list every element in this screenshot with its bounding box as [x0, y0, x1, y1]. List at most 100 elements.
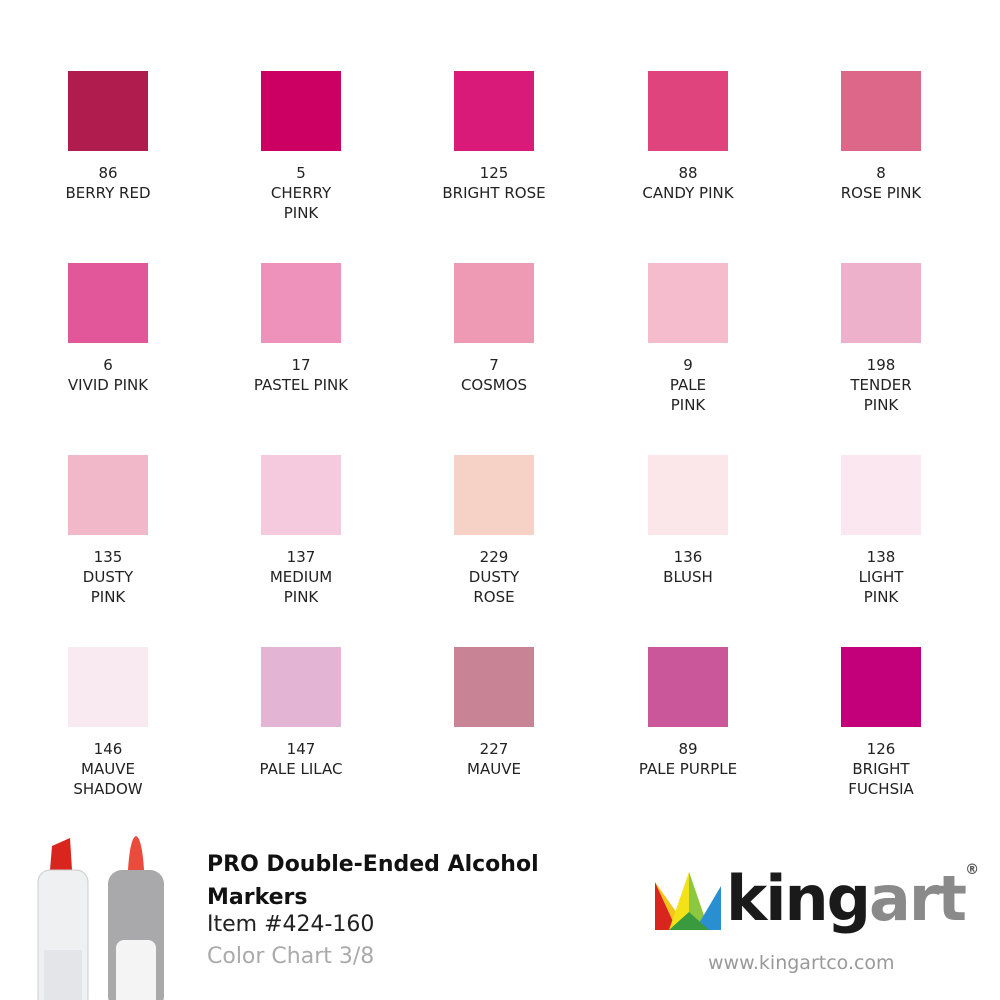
logo: kingart® — [726, 862, 979, 935]
color-number: 86 — [98, 164, 118, 182]
color-name: MAUVE — [467, 760, 521, 778]
color-swatch — [454, 455, 534, 535]
logo-mark: ® — [965, 862, 979, 878]
color-name: PALE PURPLE — [638, 760, 738, 778]
swatch-label: 227 MAUVE — [409, 739, 579, 779]
swatch-label: 89 PALE PURPLE — [603, 739, 773, 779]
markers-illustration — [37, 836, 164, 1000]
color-number: 126 — [866, 740, 896, 758]
swatch-label: 146 MAUVE SHADOW — [23, 739, 193, 799]
color-number: 146 — [93, 740, 123, 758]
color-number: 198 — [866, 356, 896, 374]
swatch-label: 86 BERRY RED — [23, 163, 193, 203]
color-number: 17 — [291, 356, 311, 374]
swatch-label: 9 PALE PINK — [603, 355, 773, 415]
swatch-label: 137 MEDIUM PINK — [216, 547, 386, 607]
color-number: 6 — [103, 356, 113, 374]
color-name: PINK — [863, 396, 899, 414]
color-number: 7 — [489, 356, 499, 374]
color-name: PALE — [669, 376, 707, 394]
color-swatch — [648, 647, 728, 727]
swatch-label: 88 CANDY PINK — [603, 163, 773, 203]
color-number: 135 — [93, 548, 123, 566]
color-swatch — [261, 455, 341, 535]
swatch-label: 198 TENDER PINK — [796, 355, 966, 415]
color-name: TENDER — [850, 376, 912, 394]
swatch-label: 135 DUSTY PINK — [23, 547, 193, 607]
item-number: Item #424-160 — [207, 912, 375, 937]
color-swatch — [261, 647, 341, 727]
color-name: PINK — [670, 396, 706, 414]
color-name: LIGHT — [858, 568, 904, 586]
color-swatch — [841, 647, 921, 727]
color-swatch — [261, 71, 341, 151]
color-name: PINK — [90, 588, 126, 606]
color-swatch — [68, 71, 148, 151]
color-name: MEDIUM — [269, 568, 333, 586]
color-name: PALE LILAC — [259, 760, 343, 778]
color-number: 89 — [678, 740, 698, 758]
color-number: 229 — [479, 548, 509, 566]
color-name: MAUVE — [81, 760, 135, 778]
color-swatch — [841, 71, 921, 151]
color-name: DUSTY — [82, 568, 134, 586]
color-name: BRIGHT ROSE — [442, 184, 546, 202]
swatch-label: 125 BRIGHT ROSE — [409, 163, 579, 203]
color-swatch — [261, 263, 341, 343]
color-number: 137 — [286, 548, 316, 566]
swatch-label: 17 PASTEL PINK — [216, 355, 386, 395]
color-name: BLUSH — [663, 568, 713, 586]
logo-crown — [655, 872, 721, 930]
color-swatch — [454, 647, 534, 727]
color-number: 138 — [866, 548, 896, 566]
swatch-label: 136 BLUSH — [603, 547, 773, 587]
color-number: 9 — [683, 356, 693, 374]
swatch-label: 138 LIGHT PINK — [796, 547, 966, 607]
color-number: 227 — [479, 740, 509, 758]
color-swatch — [648, 263, 728, 343]
color-number: 88 — [678, 164, 698, 182]
color-number: 8 — [876, 164, 886, 182]
color-name: PINK — [283, 204, 319, 222]
color-name: FUCHSIA — [848, 780, 914, 798]
color-swatch — [68, 647, 148, 727]
swatch-label: 7 COSMOS — [409, 355, 579, 395]
website: www.kingartco.com — [708, 952, 895, 974]
color-swatch — [841, 455, 921, 535]
color-name: CANDY PINK — [642, 184, 734, 202]
color-swatch — [648, 71, 728, 151]
title-line: PRO Double-Ended Alcohol — [207, 852, 539, 877]
color-name: DUSTY — [468, 568, 520, 586]
chart-label: Color Chart 3/8 — [207, 944, 375, 969]
logo-art: art — [869, 862, 967, 935]
title-line: Markers — [207, 885, 308, 910]
swatch-label: 8 ROSE PINK — [796, 163, 966, 203]
color-name: PINK — [863, 588, 899, 606]
color-name: PASTEL PINK — [253, 376, 349, 394]
swatch-label: 6 VIVID PINK — [23, 355, 193, 395]
color-swatch — [68, 263, 148, 343]
color-name: COSMOS — [460, 376, 528, 394]
color-name: ROSE PINK — [840, 184, 922, 202]
color-swatch — [454, 263, 534, 343]
color-name: BERRY RED — [65, 184, 151, 202]
color-number: 125 — [479, 164, 509, 182]
swatch-label: 147 PALE LILAC — [216, 739, 386, 779]
swatch-label: 5 CHERRY PINK — [216, 163, 386, 223]
logo-king: king — [726, 862, 871, 935]
swatch-label: 126 BRIGHT FUCHSIA — [796, 739, 966, 799]
color-name: PINK — [283, 588, 319, 606]
swatch-label: 229 DUSTY ROSE — [409, 547, 579, 607]
color-number: 5 — [296, 164, 306, 182]
color-number: 147 — [286, 740, 316, 758]
color-name: ROSE — [473, 588, 515, 606]
product-title: PRO Double-Ended Alcohol Markers — [207, 848, 539, 914]
color-number: 136 — [673, 548, 703, 566]
color-name: SHADOW — [73, 780, 143, 798]
color-swatch — [454, 71, 534, 151]
color-name: CHERRY — [270, 184, 332, 202]
color-swatch — [68, 455, 148, 535]
color-name: BRIGHT — [852, 760, 910, 778]
color-name: VIVID PINK — [67, 376, 149, 394]
